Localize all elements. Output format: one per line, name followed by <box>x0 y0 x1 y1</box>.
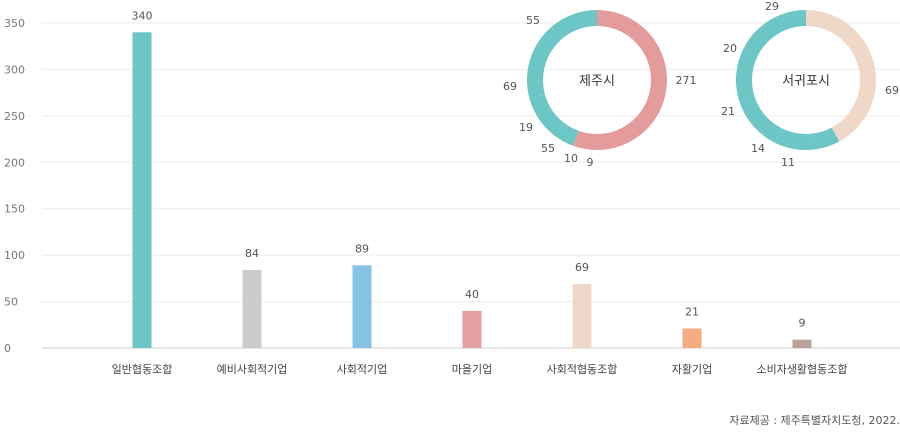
bar-value-label: 9 <box>799 317 806 330</box>
source-note: 자료제공 : 제주특별자치도청, 2022. <box>729 414 900 427</box>
donut-slice <box>527 10 667 150</box>
slice-value-label: 14 <box>751 142 765 155</box>
slice-value-label: 10 <box>564 152 578 165</box>
donut-1: 271 9 10 55 19 69 55 제주시 <box>503 10 697 169</box>
bar <box>792 339 812 348</box>
category-label: 소비자생활협동조합 <box>756 362 847 376</box>
y-tick-label: 50 <box>4 296 18 309</box>
category-label: 일반협동조합 <box>112 362 173 376</box>
donut-center-label: 서귀포시 <box>782 74 830 89</box>
donut-2: 69 11 14 21 20 29 서귀포시 <box>721 0 899 169</box>
donut-slice <box>527 10 667 150</box>
bar <box>682 328 702 348</box>
slice-value-label: 9 <box>587 156 594 169</box>
bar <box>132 32 152 349</box>
category-label: 예비사회적기업 <box>217 363 288 376</box>
bar <box>352 265 372 348</box>
bar-value-label: 40 <box>465 288 479 301</box>
donut-center-label: 제주시 <box>579 74 615 89</box>
slice-value-label: 29 <box>765 0 779 13</box>
bar-value-label: 21 <box>685 306 699 319</box>
donut-slice <box>736 10 876 150</box>
category-label: 자활기업 <box>672 362 712 376</box>
bar-value-label: 89 <box>355 242 369 255</box>
y-tick-label: 300 <box>4 63 25 76</box>
slice-value-label: 271 <box>676 74 697 87</box>
bar <box>462 310 482 348</box>
category-label: 마을기업 <box>452 363 492 376</box>
bar <box>242 270 262 348</box>
slice-value-label: 11 <box>781 156 795 169</box>
slice-value-label: 55 <box>526 14 540 27</box>
y-tick-label: 100 <box>4 249 25 262</box>
slice-value-label: 55 <box>541 142 555 155</box>
bar-value-label: 69 <box>575 261 589 274</box>
category-label: 사회적기업 <box>337 363 388 376</box>
y-tick-label: 350 <box>4 17 25 30</box>
category-label: 사회적협동조합 <box>547 363 618 376</box>
y-tick-label: 200 <box>4 156 25 169</box>
y-tick-label: 250 <box>4 110 25 123</box>
donut-slice <box>736 10 876 150</box>
slice-value-label: 21 <box>721 105 735 118</box>
bar <box>572 283 592 348</box>
y-tick-label: 0 <box>4 342 11 355</box>
donut-slice <box>736 10 876 150</box>
donut-charts: 271 9 10 55 19 69 55 제주시 69 11 14 21 20 29 서귀포시 <box>503 0 899 169</box>
y-tick-label: 150 <box>4 203 25 216</box>
slice-value-label: 20 <box>723 42 737 55</box>
slice-value-label: 69 <box>885 84 899 97</box>
bar-value-label: 84 <box>245 247 259 260</box>
bar-series: 340 일반협동조합 84 예비사회적기업 89 사회적기업 40 마을기업 69 사회적협동조합… <box>112 9 848 376</box>
bar-value-label: 340 <box>132 9 153 22</box>
slice-value-label: 69 <box>503 80 517 93</box>
slice-value-label: 19 <box>519 121 533 134</box>
